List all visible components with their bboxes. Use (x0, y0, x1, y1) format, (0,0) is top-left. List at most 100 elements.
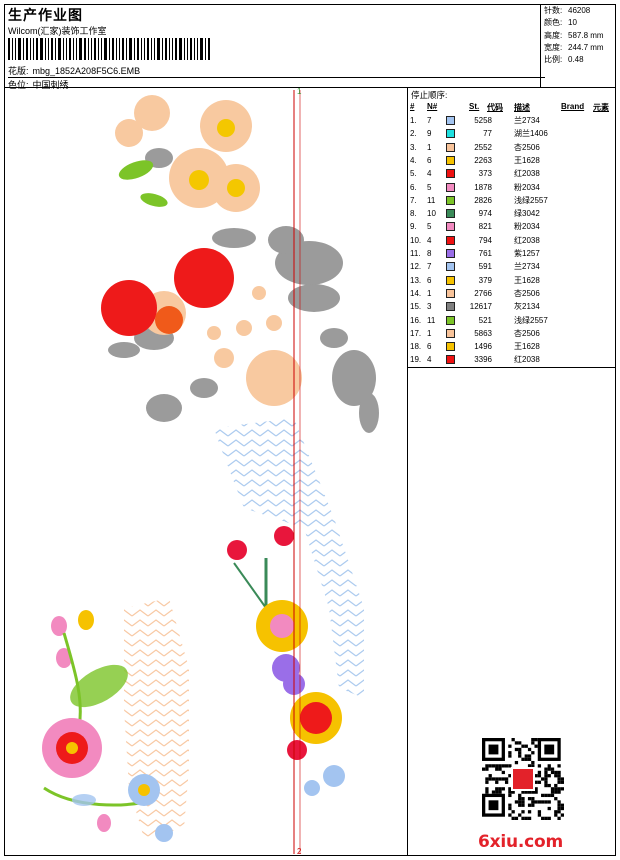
qr-module (537, 770, 542, 775)
qr-module (488, 777, 492, 781)
qr-module (527, 797, 532, 801)
row-stitches: 761 (478, 249, 492, 258)
qr-module (554, 790, 558, 794)
color-swatch (446, 249, 455, 258)
barcode-bar (144, 38, 145, 60)
row-needle: 1 (427, 288, 432, 298)
row-desc: 红2038 (514, 235, 540, 245)
row-index: 7. (410, 195, 417, 205)
row-desc: 紫1257 (514, 249, 540, 258)
qr-module (518, 751, 522, 755)
row-stitches: 2766 (474, 288, 492, 298)
color-swatch (446, 209, 455, 219)
gray-foliage (108, 148, 379, 433)
qr-module (498, 777, 502, 781)
sequence-header: # N# St. 代码 描述 Brand 元素 (408, 102, 616, 114)
row-stitches: 77 (483, 129, 492, 139)
qr-module (524, 816, 528, 820)
qr-module (541, 777, 545, 781)
barcode-bar (109, 38, 110, 60)
row-stitches: 2263 (474, 155, 492, 165)
col-index: # (410, 102, 415, 111)
row-index: 5. (410, 169, 417, 179)
row-desc: 杏2506 (514, 328, 540, 338)
barcode-bar (205, 38, 206, 60)
row-stitches: 373 (478, 169, 492, 179)
sheet-frame (4, 4, 616, 856)
qr-module (508, 813, 512, 817)
qr-module (560, 787, 564, 791)
row-stitches: 821 (478, 222, 492, 232)
qr-module (544, 777, 548, 781)
qr-module (537, 780, 542, 784)
qr-module (521, 757, 525, 761)
barcode-bar (12, 38, 13, 60)
barcode-bar (197, 38, 198, 60)
qr-module (544, 767, 548, 771)
row-index: 8. (410, 209, 417, 219)
row-desc: 粉2034 (514, 182, 540, 192)
embroidery-preview: 1 2 (4, 88, 408, 856)
qr-module (485, 790, 489, 794)
qr-module (514, 747, 519, 752)
color-swatch (446, 116, 455, 125)
sequence-row: 17. 1 5863 杏2506 (408, 328, 616, 341)
sequence-row: 16. 11 521 浅绿2557 (408, 315, 616, 328)
qr-module (527, 764, 532, 768)
row-desc: 王1628 (514, 275, 540, 285)
barcode-bar (48, 38, 49, 60)
barcode-bar (116, 38, 117, 60)
qr-module (554, 774, 558, 778)
center-blooms (227, 526, 345, 796)
qr-module (557, 806, 561, 811)
barcode-bar (26, 38, 28, 60)
qr-module (495, 790, 499, 794)
qr-module (534, 800, 538, 804)
row-index: 4. (410, 155, 417, 165)
color-swatch (446, 275, 455, 285)
barcode-bar (200, 38, 203, 60)
sequence-row: 5. 4 373 红2038 (408, 168, 616, 181)
row-needle: 11 (427, 195, 436, 205)
qr-module (544, 816, 548, 820)
qr-module (547, 764, 551, 768)
sequence-row: 6. 5 1878 粉2034 (408, 182, 616, 195)
qr-module (508, 790, 512, 794)
barcode-bar (76, 38, 77, 60)
qr-module (541, 816, 545, 820)
barcode-bar (84, 38, 86, 60)
qr-module (518, 803, 522, 807)
sequence-row: 1. 7 5258 兰2734 (408, 115, 616, 128)
qr-module (488, 800, 499, 811)
barcode-bar (91, 38, 92, 60)
sequence-row: 10. 4 794 红2038 (408, 235, 616, 248)
barcode-bar (45, 38, 46, 60)
qr-module (508, 751, 512, 755)
color-swatch (446, 288, 455, 298)
page-title: 生产作业图 (8, 7, 83, 23)
barcode-bar (101, 38, 102, 60)
qr-module (514, 800, 519, 804)
qr-module (557, 774, 561, 778)
color-swatch (446, 342, 455, 352)
qr-module (495, 780, 499, 784)
row-index: 18. (410, 342, 422, 352)
color-swatch (446, 182, 455, 192)
qr-module (547, 774, 551, 778)
row-needle: 7 (427, 116, 432, 125)
qr-module (544, 770, 548, 775)
qr-module (511, 810, 515, 814)
qr-module (547, 816, 551, 820)
qr-module (521, 797, 525, 801)
row-stitches: 591 (478, 262, 492, 272)
qr-module (557, 780, 561, 784)
barcode-bar (129, 38, 132, 60)
sequence-title: 停止顺序: (411, 90, 448, 100)
sequence-row: 13. 6 379 王1628 (408, 275, 616, 288)
qr-module (485, 787, 489, 791)
row-index: 2. (410, 129, 417, 139)
col-desc: 描述 (514, 103, 530, 112)
qr-module (508, 787, 512, 791)
row-desc: 湖兰1406 (514, 129, 548, 139)
qr-module (554, 797, 558, 801)
